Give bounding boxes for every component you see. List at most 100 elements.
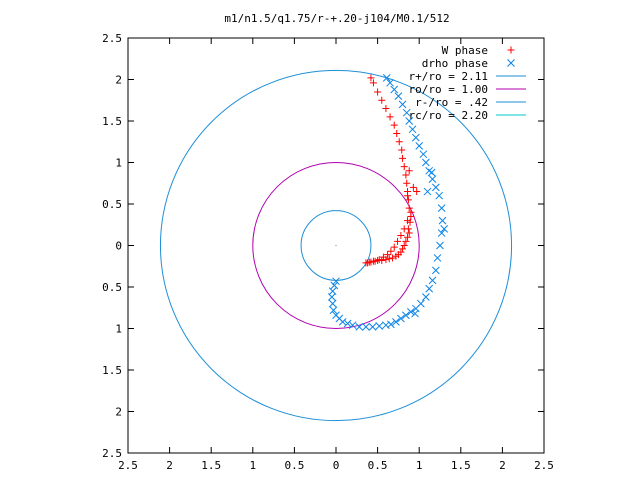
data-point	[419, 150, 428, 159]
data-point	[382, 105, 390, 113]
data-point	[405, 204, 413, 212]
data-point	[386, 113, 394, 121]
data-point	[332, 277, 340, 286]
data-point	[400, 225, 408, 233]
data-point	[422, 293, 430, 301]
data-point	[423, 187, 432, 196]
data-point	[343, 319, 352, 328]
data-point	[405, 117, 414, 125]
data-point	[407, 308, 415, 316]
y-tick-label: 0	[115, 240, 122, 253]
x-tick-label: 2	[166, 459, 173, 472]
data-point	[330, 281, 339, 290]
y-tick-label: 1.5	[102, 115, 122, 128]
x-tick-label: 1.5	[451, 459, 471, 472]
data-point	[436, 241, 444, 250]
data-point	[397, 232, 405, 240]
y-tick-label: 1	[115, 323, 122, 336]
data-point	[371, 257, 379, 265]
data-point	[390, 243, 398, 251]
data-point	[328, 299, 337, 308]
data-point	[438, 216, 447, 225]
data-point	[403, 179, 411, 187]
y-tick-label: 2	[115, 74, 122, 87]
data-point	[425, 166, 434, 175]
data-point	[402, 171, 410, 179]
axes: 2.5 2 1.5 1 0.5 0 0.5 1 1.5 2 2.52.521.510.500.511…	[102, 32, 554, 472]
data-point	[362, 322, 370, 331]
x-tick-label: 2.5	[534, 459, 554, 472]
data-point	[435, 191, 444, 200]
data-point	[413, 188, 421, 196]
data-point	[428, 175, 437, 183]
data-point	[384, 251, 392, 259]
data-point	[382, 321, 390, 330]
data-point	[398, 100, 407, 109]
data-point	[400, 242, 408, 249]
data-point	[389, 254, 397, 262]
data-point	[415, 142, 424, 150]
data-point	[378, 96, 386, 104]
data-point	[404, 233, 412, 241]
data-point	[386, 78, 394, 87]
y-tick-label: 2	[115, 406, 122, 419]
legend-label: rc/ro = 2.20	[409, 109, 488, 122]
legend-marker	[507, 59, 515, 67]
reference-circles	[159, 69, 513, 422]
series-w-phase	[362, 74, 421, 267]
data-point	[431, 266, 440, 275]
data-point	[437, 229, 446, 237]
data-point	[433, 254, 442, 262]
data-point	[412, 133, 420, 142]
circle-r	[159, 69, 513, 422]
data-point	[400, 163, 408, 171]
x-tick-label: 2.5	[118, 459, 138, 472]
data-point	[425, 284, 434, 293]
data-point	[332, 311, 340, 320]
data-point	[355, 322, 364, 331]
x-tick-label: 0	[333, 459, 340, 472]
data-point	[375, 256, 383, 264]
data-point	[407, 208, 415, 216]
data-point	[395, 138, 403, 146]
data-point	[398, 146, 406, 154]
chart-title: m1/n1.5/q1.75/r-+.20-j104/M0.1/512	[224, 12, 449, 25]
data-point	[397, 314, 405, 323]
legend-label: r-/ro = .42	[415, 96, 488, 109]
data-point	[402, 311, 410, 320]
origin-dot	[335, 244, 337, 247]
legend-label: W phase	[442, 44, 488, 57]
data-series	[327, 73, 449, 331]
data-point	[367, 74, 375, 82]
data-point	[392, 252, 400, 260]
data-point	[408, 125, 417, 134]
data-point	[385, 255, 393, 263]
data-point	[374, 88, 382, 96]
data-point	[405, 167, 413, 175]
data-point	[440, 225, 449, 233]
x-tick-label: 0.5	[284, 459, 304, 472]
x-tick-label: 1.5	[201, 459, 221, 472]
data-point	[329, 306, 338, 315]
series-drho-phase	[327, 73, 449, 331]
data-point	[390, 85, 399, 94]
data-point	[382, 73, 391, 82]
legend-label: ro/ro = 1.00	[409, 83, 488, 96]
data-point	[394, 237, 402, 245]
data-point	[367, 258, 375, 266]
data-point	[402, 108, 411, 117]
data-point	[404, 196, 412, 204]
data-point	[399, 154, 407, 162]
data-point	[437, 204, 446, 213]
data-point	[402, 237, 410, 245]
data-point	[394, 92, 403, 100]
legend-marker	[507, 46, 515, 54]
data-point	[404, 217, 412, 225]
data-point	[379, 253, 387, 261]
y-tick-label: 2.5	[102, 32, 122, 45]
data-point	[387, 247, 395, 255]
x-tick-label: 1	[249, 459, 256, 472]
data-point	[375, 322, 384, 330]
